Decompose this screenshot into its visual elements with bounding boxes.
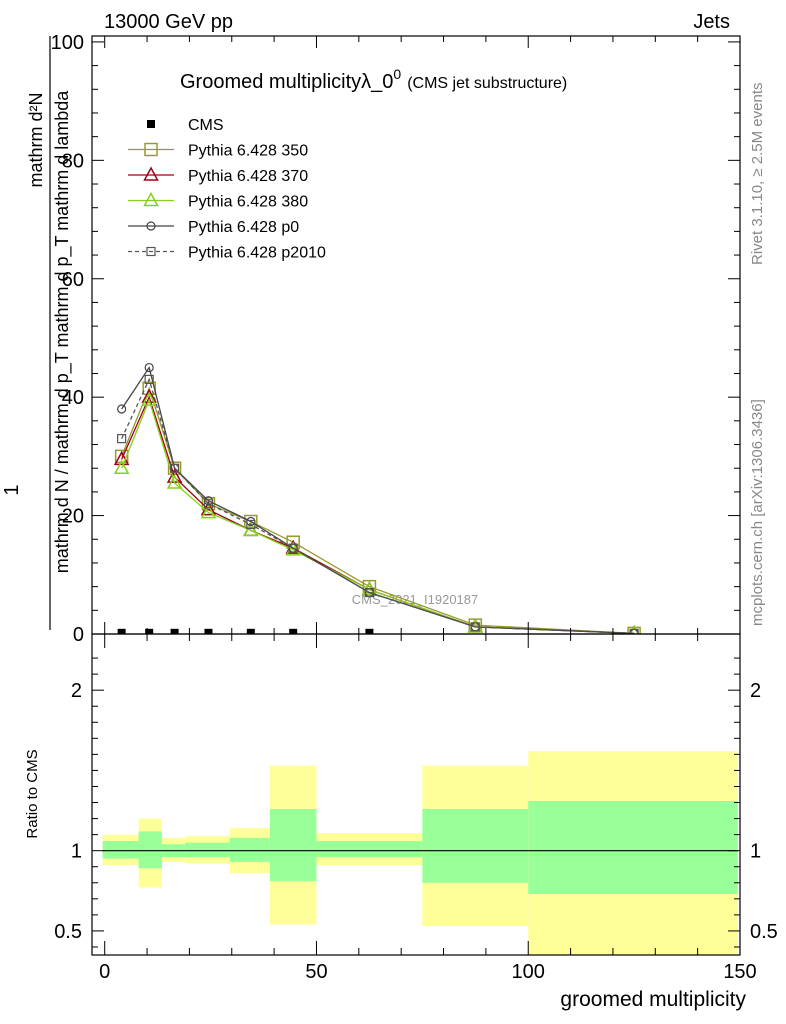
main-series [113, 362, 641, 634]
data-point [289, 628, 298, 634]
legend-label: Pythia 6.428 350 [188, 143, 308, 160]
ylabel-num: mathrm d²N [26, 92, 46, 187]
ratio-y-tick-label: 0.5 [54, 921, 82, 943]
y-tick-label: 60 [62, 269, 84, 291]
ratio-y-tick-label-right: 2 [750, 680, 761, 702]
data-point [117, 628, 126, 634]
series-line [121, 398, 635, 634]
ratio-bands [102, 751, 738, 955]
data-point [167, 461, 182, 475]
data-point [200, 504, 217, 519]
y-tick-label: 40 [62, 387, 84, 409]
legend-label: Pythia 6.428 380 [188, 194, 308, 211]
uncertainty-band-inner [269, 808, 317, 882]
main-y-label: 1 mathrm d²N mathrm d N / mathrm d p_T m… [1, 36, 73, 630]
legend-item: Pythia 6.428 370 [128, 166, 308, 185]
uncertainty-band-inner [229, 837, 270, 862]
data-point [147, 120, 155, 128]
uncertainty-band-inner [138, 831, 162, 869]
uncertainty-band-inner [528, 800, 738, 895]
data-point [143, 191, 159, 207]
ratio-y-axis: 0.5 0.5 1 1 2 2 [54, 657, 778, 948]
main-x-ticks [104, 36, 741, 634]
x-tick-label: 50 [305, 961, 327, 983]
data-point [144, 374, 154, 385]
ratio-y-tick-label-right: 0.5 [750, 921, 778, 943]
rivet-label: Rivet 3.1.10, ≥ 2.5M events [749, 83, 766, 266]
main-plot: CMS_2021_I1920187 0 20 40 60 80 100 Groomed m… [1, 32, 741, 646]
legend: CMS Pythia 6.428 350 Pythia 6.428 370 Pythi… [128, 117, 326, 262]
data-point [146, 246, 156, 257]
uncertainty-band-inner [102, 841, 139, 859]
data-point [166, 474, 183, 489]
ylabel-top: 1 [1, 484, 23, 495]
legend-item: Pythia 6.428 p2010 [128, 245, 326, 262]
uncertainty-band-inner [422, 808, 529, 883]
data-point [243, 521, 259, 537]
mcplots-label: mcplots.cern.ch [arXiv:1306.3436] [749, 399, 766, 626]
data-point [203, 499, 214, 509]
data-point [169, 463, 180, 473]
data-point [143, 166, 159, 181]
legend-label: Pythia 6.428 370 [188, 168, 308, 185]
chart-title-main: Groomed multiplicityλ_0 [180, 71, 393, 93]
watermark: CMS_2021_I1920187 [352, 592, 479, 607]
data-point [141, 391, 157, 406]
ratio-xlabel: groomed multiplicity [560, 988, 746, 1011]
data-point [246, 519, 256, 530]
data-point [117, 404, 127, 414]
data-point [204, 628, 213, 634]
y-tick-label: 0 [73, 624, 84, 646]
chart-title: Groomed multiplicityλ_00 (CMS jet substru… [180, 66, 567, 93]
data-point [113, 459, 130, 474]
data-point [146, 221, 156, 231]
ylabel-den: mathrm d N / mathrm d p_T mathrm d p_T m… [52, 90, 73, 573]
data-point [144, 142, 158, 157]
uncertainty-band-inner [185, 842, 230, 858]
legend-label: Pythia 6.428 p2010 [188, 245, 326, 262]
legend-label: CMS [188, 117, 224, 134]
data-point [285, 539, 301, 554]
chart-title-sub: (CMS jet substructure) [407, 75, 567, 92]
legend-item: CMS [147, 117, 224, 134]
main-y-axis: 0 20 40 60 80 100 [51, 32, 740, 646]
data-point [470, 622, 480, 632]
ratio-ylabel: Ratio to CMS [24, 749, 41, 838]
data-point [117, 434, 127, 444]
data-point [364, 587, 375, 598]
data-point [288, 543, 298, 553]
series-0 [117, 628, 374, 634]
header-right: Jets [693, 11, 730, 33]
y-tick-label: 20 [62, 506, 84, 528]
legend-item: Pythia 6.428 380 [128, 191, 308, 211]
legend-label: Pythia 6.428 p0 [188, 219, 299, 236]
data-point [145, 628, 154, 634]
data-point [200, 501, 217, 516]
x-tick-label: 0 [99, 961, 110, 983]
data-point [246, 628, 255, 634]
y-tick-label: 100 [51, 32, 84, 54]
ratio-y-tick-label: 1 [71, 841, 82, 863]
data-point [629, 624, 640, 634]
data-point [170, 628, 179, 634]
x-tick-label: 150 [723, 961, 756, 983]
ratio-x-axis: 0 50 100 150 [99, 634, 757, 983]
ratio-plot: 0.5 0.5 1 1 2 2 0 50 100 150 Ratio to CMS groome… [24, 633, 778, 1011]
data-point [113, 450, 130, 466]
data-point [365, 628, 374, 634]
chart-title-sup: 0 [393, 66, 401, 82]
legend-item: Pythia 6.428 350 [128, 143, 308, 160]
y-tick-label: 80 [62, 150, 84, 172]
x-tick-label: 100 [512, 961, 545, 983]
legend-item: Pythia 6.428 p0 [128, 219, 299, 236]
data-point [144, 362, 154, 373]
ratio-y-tick-label-right: 1 [750, 841, 761, 863]
header-left: 13000 GeV pp [104, 11, 233, 33]
data-point [285, 541, 301, 556]
uncertainty-band-inner [316, 841, 423, 858]
series-line [121, 377, 635, 634]
ratio-frame [91, 633, 741, 956]
ratio-y-tick-label: 2 [71, 680, 82, 702]
